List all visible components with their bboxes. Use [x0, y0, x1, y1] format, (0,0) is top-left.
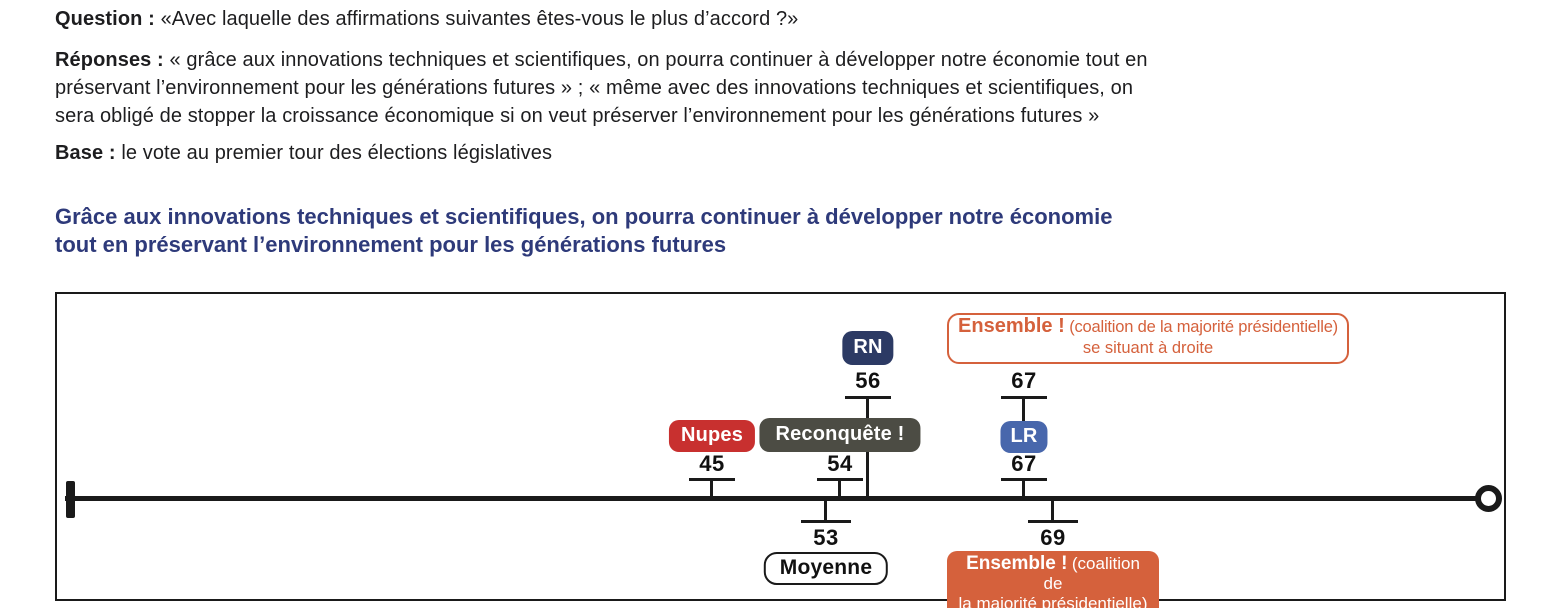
value-rn: 56: [855, 368, 881, 393]
badge-lr: LR: [1000, 421, 1048, 453]
tick-stem-reconquete: [838, 480, 841, 498]
tick-stem-ensemble: [1051, 499, 1054, 521]
badge-ensemble: Ensemble ! (coalition de la majorité pré…: [947, 551, 1159, 608]
ensemble-detail: (coalition de: [1043, 554, 1140, 593]
axis-line: [65, 496, 1489, 501]
responses-text-1: « grâce aux innovations techniques et sc…: [169, 49, 1148, 71]
ensemble-right-detail: (coalition de la majorité présidentielle…: [1069, 318, 1338, 336]
value-ensemble-right: 67: [1011, 368, 1037, 393]
axis-left-cap: [66, 481, 75, 518]
ensemble-line-1: Ensemble ! (coalition de: [955, 554, 1151, 594]
ensemble-line-2: la majorité présidentielle): [958, 594, 1148, 608]
tick-bar-lr: [1001, 478, 1047, 481]
value-moyenne: 53: [813, 525, 839, 550]
base-line: Base : le vote au premier tour des élect…: [55, 139, 1515, 167]
tick-bar-moyenne: [801, 520, 851, 523]
responses-line-1: Réponses : « grâce aux innovations techn…: [55, 46, 1515, 74]
ensemble-right-line-1: Ensemble ! (coalition de la majorité pré…: [953, 316, 1343, 338]
base-label: Base :: [55, 142, 116, 164]
badge-reconquete: Reconquête !: [759, 418, 921, 452]
question-label: Question :: [55, 8, 155, 30]
tick-bar-reconquete: [817, 478, 863, 481]
tick-bar-nupes: [689, 478, 735, 481]
value-lr: 67: [1011, 451, 1037, 476]
badge-nupes: Nupes: [668, 420, 756, 452]
tick-stem-ensemble-right: [1022, 398, 1025, 424]
tick-stem-lr: [1022, 480, 1025, 498]
intro-text: Question : «Avec laquelle des affirmatio…: [55, 5, 1515, 167]
tick-bar-ensemble: [1028, 520, 1078, 523]
question-text: «Avec laquelle des affirmations suivante…: [160, 8, 799, 30]
tick-stem-nupes: [710, 480, 713, 498]
tick-stem-moyenne: [824, 499, 827, 521]
value-ensemble: 69: [1040, 525, 1066, 550]
chart-title-line-1: Grâce aux innovations techniques et scie…: [55, 204, 1113, 229]
responses-line-3: sera obligé de stopper la croissance éco…: [55, 105, 1100, 127]
responses-label: Réponses :: [55, 49, 164, 71]
value-nupes: 45: [699, 451, 725, 476]
tick-bar-ensemble-right: [1001, 396, 1047, 399]
chart-title: Grâce aux innovations techniques et scie…: [55, 203, 1515, 259]
ensemble-right-name: Ensemble !: [958, 315, 1065, 337]
badge-rn: RN: [842, 331, 894, 365]
ensemble-right-line-2: se situant à droite: [1082, 339, 1214, 357]
number-line-chart: 45 54 56 67 67 53 69 Nupes Reconquête ! …: [55, 292, 1506, 608]
question-line: Question : «Avec laquelle des affirmatio…: [55, 5, 1515, 33]
responses-paragraph: Réponses : « grâce aux innovations techn…: [55, 46, 1515, 130]
badge-moyenne: Moyenne: [763, 552, 889, 585]
badge-ensemble-right: Ensemble ! (coalition de la majorité pré…: [947, 313, 1349, 364]
axis-right-circle: [1475, 485, 1502, 512]
base-text: le vote au premier tour des élections lé…: [121, 142, 553, 164]
chart-title-line-2: tout en préservant l’environnement pour …: [55, 232, 727, 257]
value-reconquete: 54: [827, 451, 853, 476]
tick-bar-rn: [845, 396, 891, 399]
ensemble-name: Ensemble !: [966, 553, 1068, 574]
responses-line-2: préservant l’environnement pour les géné…: [55, 77, 1134, 99]
